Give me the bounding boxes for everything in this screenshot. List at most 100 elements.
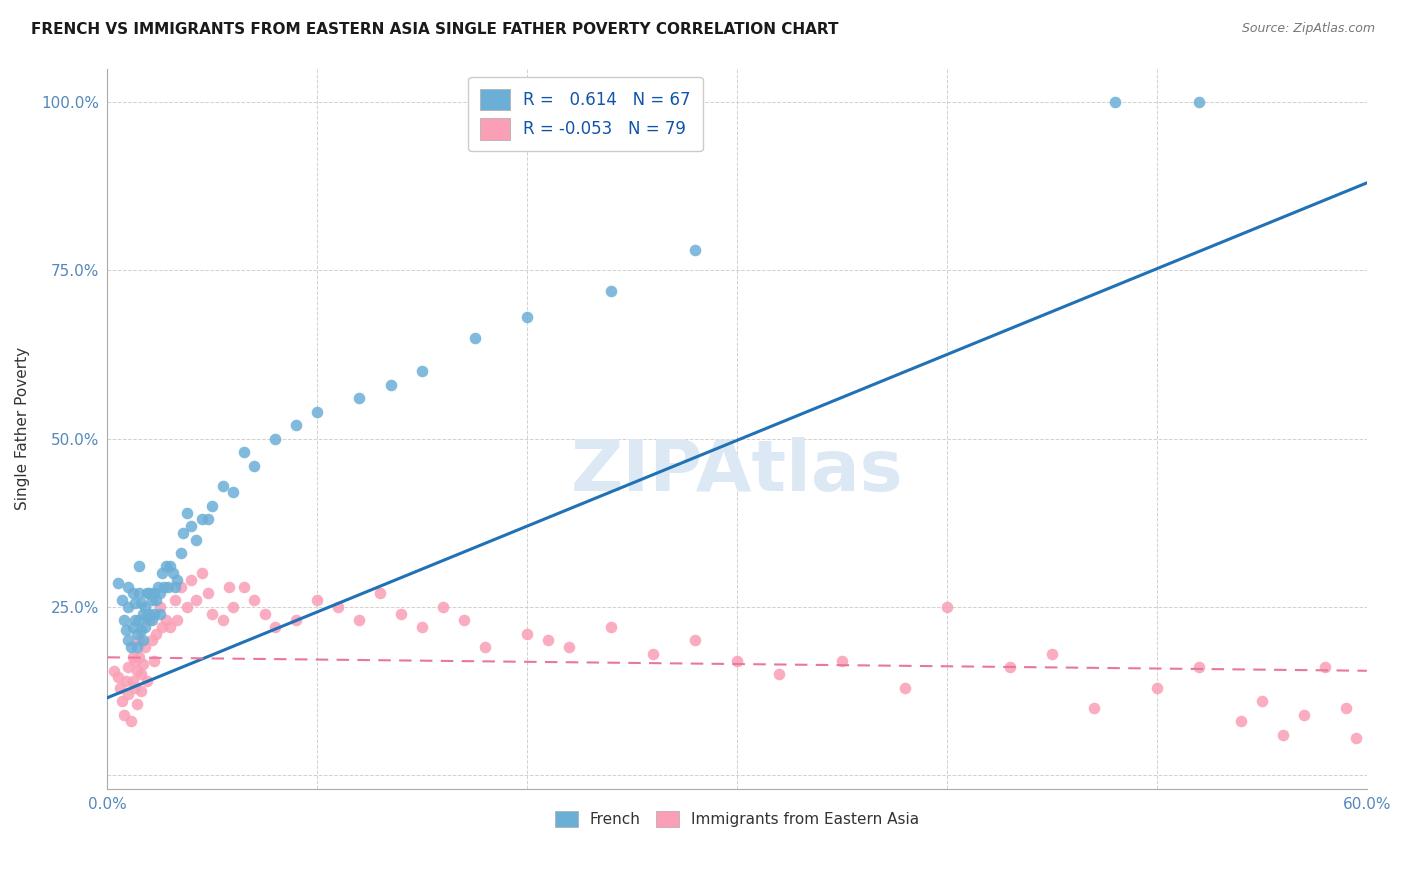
Point [368,586,391,600]
Point [145,626,167,640]
Text: Source: ZipAtlas.com: Source: ZipAtlas.com [1241,22,1375,36]
Point [725,654,748,668]
Point [558,640,581,655]
Point [145,593,167,607]
Text: ZIPAtlas: ZIPAtlas [571,437,904,507]
Point [149,607,172,621]
Point [117,599,139,614]
Point [1334,700,1357,714]
Point [184,533,207,547]
Point [124,654,146,668]
Point [1250,694,1272,708]
Point [285,613,308,627]
Point [117,687,139,701]
Point [600,284,623,298]
Point [307,405,329,419]
Point [1313,660,1336,674]
Point [243,458,266,473]
Point [222,599,245,614]
Point [201,607,224,621]
Point [180,573,202,587]
Point [125,626,148,640]
Point [1146,681,1168,695]
Point [132,633,155,648]
Point [120,714,142,729]
Point [1104,95,1126,110]
Legend: French, Immigrants from Eastern Asia: French, Immigrants from Eastern Asia [547,803,927,835]
Text: FRENCH VS IMMIGRANTS FROM EASTERN ASIA SINGLE FATHER POVERTY CORRELATION CHART: FRENCH VS IMMIGRANTS FROM EASTERN ASIA S… [31,22,838,37]
Point [134,640,156,655]
Point [170,546,193,560]
Point [128,650,150,665]
Point [212,613,235,627]
Point [103,664,125,678]
Point [180,519,202,533]
Point [155,559,177,574]
Point [121,620,143,634]
Point [285,418,308,433]
Point [894,681,917,695]
Point [349,613,371,627]
Point [150,566,173,581]
Point [117,580,139,594]
Point [1083,700,1105,714]
Point [128,613,150,627]
Point [411,364,433,378]
Point [111,694,134,708]
Point [432,599,454,614]
Point [474,640,496,655]
Point [112,707,135,722]
Point [1346,731,1368,745]
Point [128,633,150,648]
Point [159,620,181,634]
Point [117,660,139,674]
Point [516,626,538,640]
Point [125,664,148,678]
Point [124,681,146,695]
Point [464,331,486,345]
Point [136,586,159,600]
Point [191,566,214,581]
Point [201,499,224,513]
Point [146,580,169,594]
Point [243,593,266,607]
Point [155,613,177,627]
Point [124,597,146,611]
Point [138,613,160,627]
Point [264,620,287,634]
Point [768,667,790,681]
Point [136,610,159,624]
Point [112,613,135,627]
Point [328,599,350,614]
Point [212,479,235,493]
Point [1188,660,1211,674]
Point [128,559,150,574]
Point [1188,95,1211,110]
Point [129,624,152,638]
Point [253,607,276,621]
Point [191,512,214,526]
Point [136,673,159,688]
Point [120,640,142,655]
Point [232,580,254,594]
Point [141,613,163,627]
Point [166,573,188,587]
Point [124,613,146,627]
Point [138,607,160,621]
Point [117,633,139,648]
Point [107,671,129,685]
Point [132,657,155,671]
Point [125,640,148,655]
Point [121,673,143,688]
Point [537,633,560,648]
Point [1292,707,1315,722]
Point [218,580,240,594]
Point [600,620,623,634]
Point [184,593,207,607]
Point [163,580,186,594]
Point [108,681,131,695]
Point [129,597,152,611]
Point [149,586,172,600]
Point [142,654,165,668]
Point [389,607,412,621]
